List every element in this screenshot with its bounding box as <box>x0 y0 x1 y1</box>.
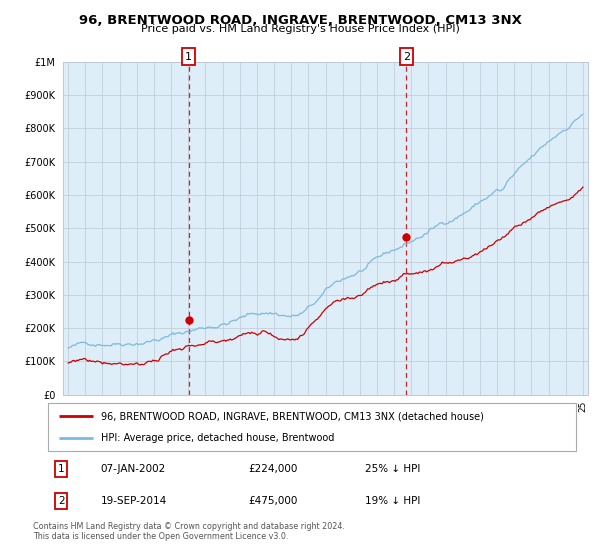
Text: 96, BRENTWOOD ROAD, INGRAVE, BRENTWOOD, CM13 3NX: 96, BRENTWOOD ROAD, INGRAVE, BRENTWOOD, … <box>79 14 521 27</box>
Text: 96, BRENTWOOD ROAD, INGRAVE, BRENTWOOD, CM13 3NX (detached house): 96, BRENTWOOD ROAD, INGRAVE, BRENTWOOD, … <box>101 411 484 421</box>
Text: 2: 2 <box>403 52 410 62</box>
Text: 25% ↓ HPI: 25% ↓ HPI <box>365 464 420 474</box>
Text: £475,000: £475,000 <box>248 496 298 506</box>
Text: 2: 2 <box>58 496 65 506</box>
Text: 19-SEP-2014: 19-SEP-2014 <box>101 496 167 506</box>
Text: Contains HM Land Registry data © Crown copyright and database right 2024.
This d: Contains HM Land Registry data © Crown c… <box>33 522 345 542</box>
Text: 1: 1 <box>58 464 65 474</box>
Text: 19% ↓ HPI: 19% ↓ HPI <box>365 496 420 506</box>
Text: 1: 1 <box>185 52 192 62</box>
Text: £224,000: £224,000 <box>248 464 298 474</box>
Text: HPI: Average price, detached house, Brentwood: HPI: Average price, detached house, Bren… <box>101 433 334 443</box>
Text: Price paid vs. HM Land Registry's House Price Index (HPI): Price paid vs. HM Land Registry's House … <box>140 24 460 34</box>
Text: 07-JAN-2002: 07-JAN-2002 <box>101 464 166 474</box>
